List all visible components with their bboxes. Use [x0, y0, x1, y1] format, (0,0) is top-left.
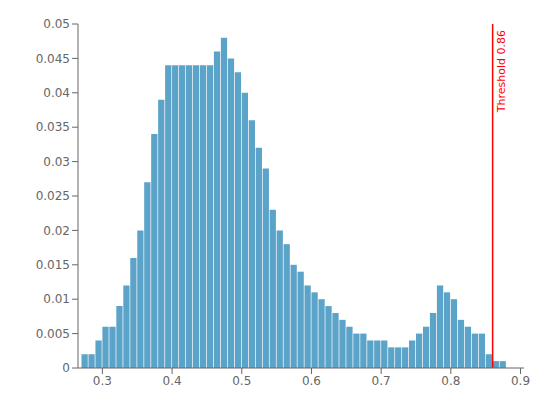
svg-text:0: 0 — [62, 361, 70, 375]
svg-text:0.6: 0.6 — [302, 374, 321, 388]
svg-text:0.02: 0.02 — [43, 224, 70, 238]
svg-text:0.8: 0.8 — [441, 374, 460, 388]
svg-text:0.3: 0.3 — [93, 374, 112, 388]
svg-text:0.4: 0.4 — [163, 374, 182, 388]
svg-text:Threshold 0.86: Threshold 0.86 — [495, 30, 508, 113]
svg-text:0.005: 0.005 — [36, 327, 70, 341]
svg-text:0.05: 0.05 — [43, 17, 70, 31]
svg-text:0.035: 0.035 — [36, 120, 70, 134]
svg-text:0.7: 0.7 — [372, 374, 391, 388]
svg-text:0.04: 0.04 — [43, 86, 70, 100]
svg-text:0.5: 0.5 — [232, 374, 251, 388]
svg-text:0.015: 0.015 — [36, 258, 70, 272]
svg-text:0.025: 0.025 — [36, 189, 70, 203]
svg-text:0.03: 0.03 — [43, 155, 70, 169]
svg-text:0.045: 0.045 — [36, 52, 70, 66]
svg-text:0.9: 0.9 — [511, 374, 530, 388]
svg-text:0.01: 0.01 — [43, 292, 70, 306]
